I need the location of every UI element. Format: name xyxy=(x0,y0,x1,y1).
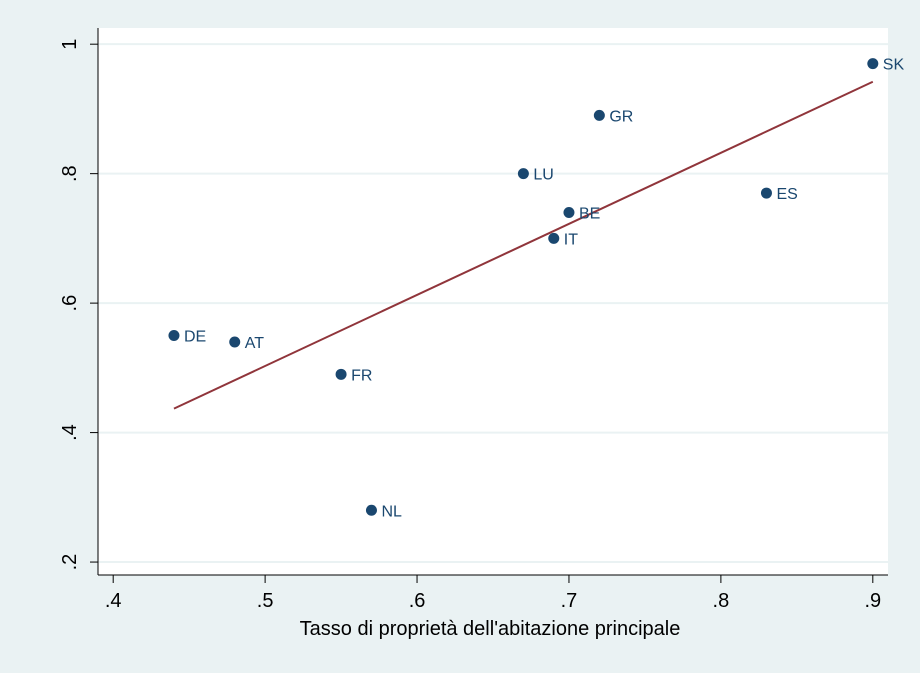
data-point-lu xyxy=(517,168,529,180)
y-tick-label: .6 xyxy=(59,295,81,312)
x-axis-ticks: .4 .5 .6 .7 .8 .9 xyxy=(105,575,881,612)
x-tick-label: .8 xyxy=(713,590,730,612)
y-tick-label: .4 xyxy=(59,424,81,441)
data-point-sk xyxy=(867,58,879,70)
y-tick-label: .8 xyxy=(59,165,81,182)
data-point-it xyxy=(548,232,560,244)
x-tick-label: .7 xyxy=(561,590,578,612)
point-label-nl: NL xyxy=(381,503,402,520)
y-tick-label: .2 xyxy=(59,554,81,571)
point-label-lu: LU xyxy=(533,167,553,184)
x-tick-label: .4 xyxy=(105,590,122,612)
x-axis-title: Tasso di proprietà dell'abitazione princ… xyxy=(300,618,681,640)
data-point-de xyxy=(168,329,180,341)
data-point-nl xyxy=(365,504,377,516)
x-tick-label: .9 xyxy=(864,590,881,612)
grid-lines xyxy=(98,43,888,564)
y-axis-ticks: .2 .4 .6 .8 1 xyxy=(59,39,98,571)
point-label-fr: FR xyxy=(351,367,372,384)
x-tick-label: .6 xyxy=(409,590,426,612)
x-tick-label: .5 xyxy=(257,590,274,612)
data-point-fr xyxy=(335,368,347,380)
data-point-be xyxy=(563,206,575,218)
point-label-be: BE xyxy=(579,205,600,222)
point-label-es: ES xyxy=(776,186,797,203)
data-point-at xyxy=(229,336,241,348)
point-label-sk: SK xyxy=(883,57,905,74)
point-label-at: AT xyxy=(245,335,264,352)
point-label-de: DE xyxy=(184,328,206,345)
point-label-gr: GR xyxy=(609,108,633,125)
plot-area xyxy=(98,28,888,575)
point-label-it: IT xyxy=(564,231,578,248)
data-point-es xyxy=(760,187,772,199)
y-tick-label: 1 xyxy=(59,39,81,50)
fit-line xyxy=(173,80,874,410)
data-point-gr xyxy=(593,109,605,121)
